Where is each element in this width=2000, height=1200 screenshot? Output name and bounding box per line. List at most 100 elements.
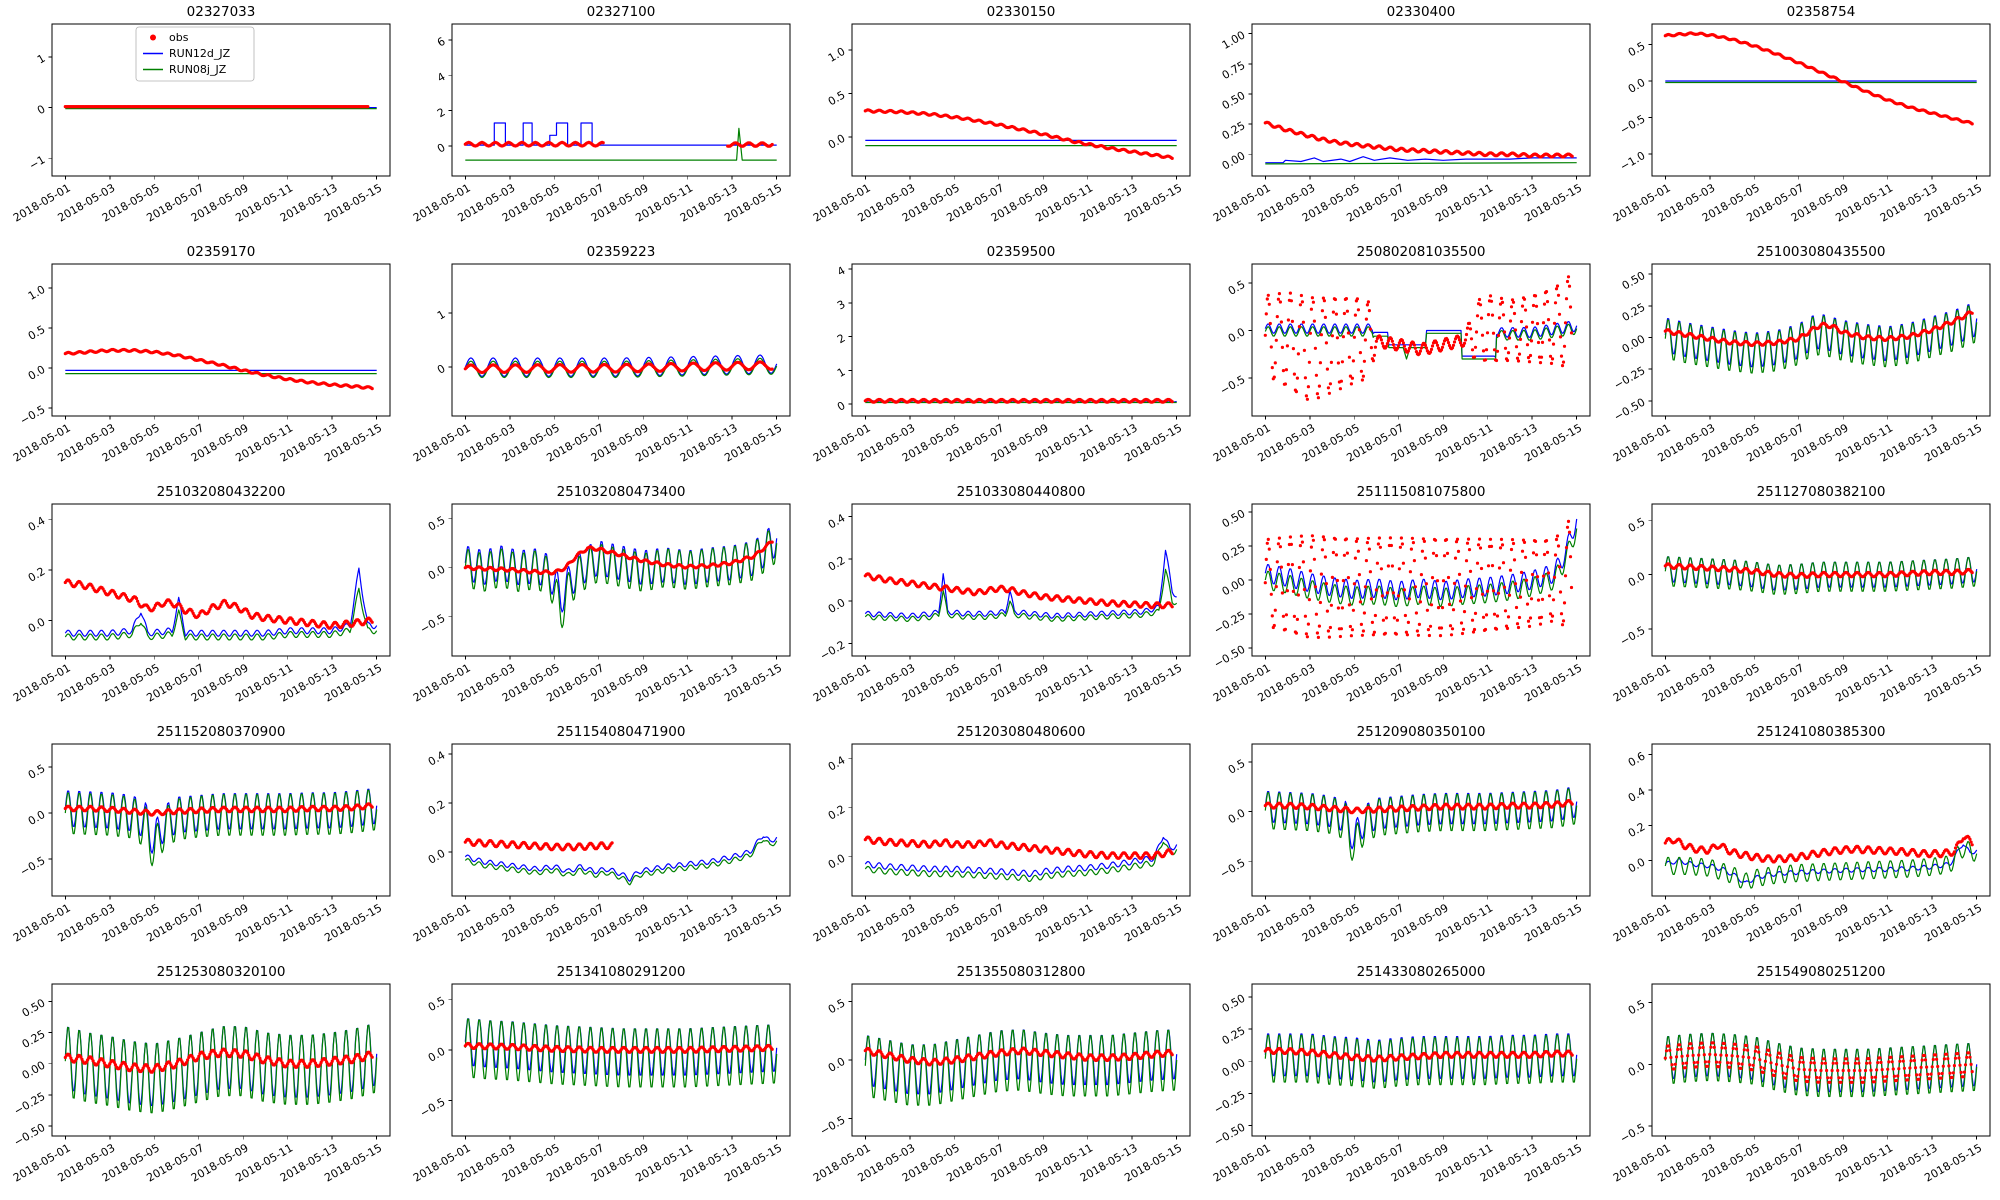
svg-text:−0.2: −0.2: [818, 638, 848, 663]
series-RUN12d_JZ-line: [1265, 156, 1577, 164]
subplot-title: 02358754: [1787, 4, 1856, 20]
axes-frame: [51, 263, 391, 417]
series-group: [1663, 1032, 1978, 1098]
y-tick-labels: −0.5 0.0 0.5: [1618, 515, 1652, 648]
y-tick-labels: −0.50 −0.25 0.00 0.25 0.50: [1212, 992, 1252, 1149]
subplot-canvas: 02330150 0.0 0.5 1.0 2018-05-012018-05-03201…: [811, 4, 1191, 225]
svg-text:0.0: 0.0: [426, 847, 448, 867]
series-RUN08j_JZ-line: [864, 568, 1178, 622]
subplot-02327033: 02327033 −1 0 1 2018-05-01 2018-05-03 2018-05-…: [0, 0, 400, 240]
y-tick-labels: −0.50 −0.25 0.00 0.25 0.50: [1212, 507, 1252, 671]
svg-text:0.25: 0.25: [1220, 119, 1248, 143]
svg-text:−0.5: −0.5: [18, 403, 48, 428]
svg-text:0.2: 0.2: [826, 554, 848, 574]
subplot-title: 02327100: [587, 4, 656, 20]
series-obs-dots: [863, 397, 1174, 404]
axes-frame: [1251, 23, 1591, 177]
svg-text:−0.5: −0.5: [418, 1095, 448, 1120]
subplot-canvas: 02358754 −1.0 −0.5 0.0 0.5 2018-05-012018-05-…: [1611, 4, 1991, 225]
series-RUN08j_JZ-line: [464, 840, 778, 886]
svg-text:3: 3: [835, 298, 848, 313]
axes-frame: [851, 503, 1191, 657]
legend-marker-dot: [150, 34, 156, 41]
svg-text:0.25: 0.25: [20, 1027, 48, 1051]
series-obs-dots: [463, 1041, 774, 1054]
x-tick-labels: 2018-05-012018-05-032018-05-052018-05-07…: [411, 176, 784, 225]
svg-text:0.5: 0.5: [26, 762, 48, 782]
svg-text:0.5: 0.5: [1626, 515, 1648, 535]
y-tick-labels: 0.0 0.2 0.4: [26, 514, 52, 635]
y-tick-labels: −0.50 −0.25 0.00 0.25 0.50: [1612, 269, 1652, 424]
subplot-02358754: 02358754 −1.0 −0.5 0.0 0.5 2018-05-01 2018-05-…: [1600, 0, 2000, 240]
svg-text:4: 4: [435, 70, 448, 85]
subplot-02359170: 02359170 −0.5 0.0 0.5 1.0 2018-05-01 2018-05-0…: [0, 240, 400, 480]
x-tick-labels: 2018-05-012018-05-032018-05-052018-05-07…: [1611, 656, 1984, 705]
y-tick-labels: 0.0 0.2 0.4 0.6: [1626, 749, 1652, 875]
y-tick-labels: −0.5 0.0 0.5 1.0: [18, 283, 52, 428]
series-obs-dots: [463, 360, 774, 375]
series-obs-dots: [1663, 31, 1974, 126]
subplot-02330400: 02330400 0.00 0.25 0.50 0.75 1.00 2018-05-01 20…: [1200, 0, 1600, 240]
svg-text:−0.50: −0.50: [1612, 396, 1648, 424]
series-group: [1263, 120, 1577, 165]
svg-text:0.00: 0.00: [20, 1059, 48, 1083]
subplot-canvas: 251033080440800 −0.2 0.0 0.2 0.4 2018-05-0120…: [811, 484, 1191, 705]
series-RUN08j_JZ-line: [464, 1018, 778, 1088]
series-obs-dots: [1263, 519, 1574, 639]
svg-text:−0.50: −0.50: [1212, 1121, 1248, 1149]
subplot-title: 251433080265000: [1357, 964, 1486, 980]
subplot-canvas: 251241080385300 0.0 0.2 0.4 0.6 2018-05-01201…: [1611, 724, 1991, 945]
subplot-02327100: 02327100 0 2 4 6 2018-05-01 2018-05-03 2018-05-…: [400, 0, 800, 240]
subplot-title: 02327033: [187, 4, 256, 20]
axes-frame: [1651, 983, 1991, 1137]
svg-text:0.2: 0.2: [1626, 820, 1648, 840]
subplot-251209080350100: 251209080350100 −0.5 0.0 0.5 2018-05-01 2018-…: [1200, 720, 1600, 960]
svg-text:0.5: 0.5: [26, 323, 48, 343]
svg-text:0.0: 0.0: [826, 852, 848, 872]
subplot-title: 251152080370900: [157, 724, 286, 740]
subplot-251203080480600: 251203080480600 0.0 0.2 0.4 2018-05-01 2018-0…: [800, 720, 1200, 960]
series-RUN12d_JZ-line: [465, 122, 777, 146]
subplot-canvas: 02327033 −1 0 1 2018-05-012018-05-032018-05-…: [11, 4, 391, 225]
series-group: [863, 549, 1178, 622]
svg-text:0.00: 0.00: [1220, 575, 1248, 599]
subplot-title: 251253080320100: [157, 964, 286, 980]
subplot-canvas: 251209080350100 −0.5 0.0 0.5 2018-05-012018-…: [1211, 724, 1591, 945]
series-obs-dots: [63, 802, 374, 817]
series-obs-dots: [1663, 834, 1974, 864]
svg-text:0.25: 0.25: [1220, 541, 1248, 565]
y-tick-labels: −1.0 −0.5 0.0 0.5: [1618, 39, 1652, 174]
series-RUN12d_JZ-line: [864, 549, 1177, 619]
x-tick-labels: 2018-05-012018-05-032018-05-052018-05-07…: [11, 656, 384, 705]
svg-text:0.5: 0.5: [826, 996, 848, 1016]
svg-text:0.00: 0.00: [1620, 332, 1648, 356]
svg-text:0.5: 0.5: [1626, 39, 1648, 59]
series-obs-dots: [463, 837, 614, 852]
y-tick-labels: −0.50 −0.25 0.00 0.25 0.50: [12, 996, 52, 1149]
series-group: [463, 122, 777, 161]
svg-text:0.0: 0.0: [1226, 325, 1248, 345]
series-obs-dots: [1263, 1046, 1574, 1063]
series-RUN08j_JZ-line: [1264, 788, 1578, 861]
series-RUN08j_JZ-line: [1664, 1032, 1978, 1098]
series-group: [1263, 275, 1578, 401]
svg-text:0.5: 0.5: [1226, 757, 1248, 777]
series-group: [63, 567, 378, 641]
series-obs-dots: [1263, 799, 1574, 815]
series-RUN08j_JZ-line: [1664, 841, 1978, 889]
subplot-251032080473400: 251032080473400 −0.5 0.0 0.5 2018-05-01 2018-…: [400, 480, 800, 720]
svg-text:0.00: 0.00: [1220, 1056, 1248, 1080]
subplot-canvas: 02359500 0 1 2 3 4 2018-05-012018-05-032018-05…: [811, 244, 1191, 465]
svg-text:0.0: 0.0: [26, 615, 48, 635]
series-obs-dots: [1663, 1041, 1974, 1084]
y-tick-labels: −0.5 0.0 0.5: [818, 996, 852, 1138]
subplot-canvas: 251127080382100 −0.5 0.0 0.5 2018-05-012018-…: [1611, 484, 1991, 705]
x-tick-labels: 2018-05-012018-05-032018-05-052018-05-07…: [1211, 656, 1584, 705]
svg-text:0.50: 0.50: [1620, 269, 1648, 293]
series-group: [463, 354, 778, 379]
y-tick-labels: 0 1 2 3 4: [835, 264, 852, 414]
series-group: [1663, 834, 1978, 889]
subplot-250802081035500: 250802081035500 −0.5 0.0 0.5 2018-05-01 2018-…: [1200, 240, 1600, 480]
svg-text:0.0: 0.0: [426, 563, 448, 583]
